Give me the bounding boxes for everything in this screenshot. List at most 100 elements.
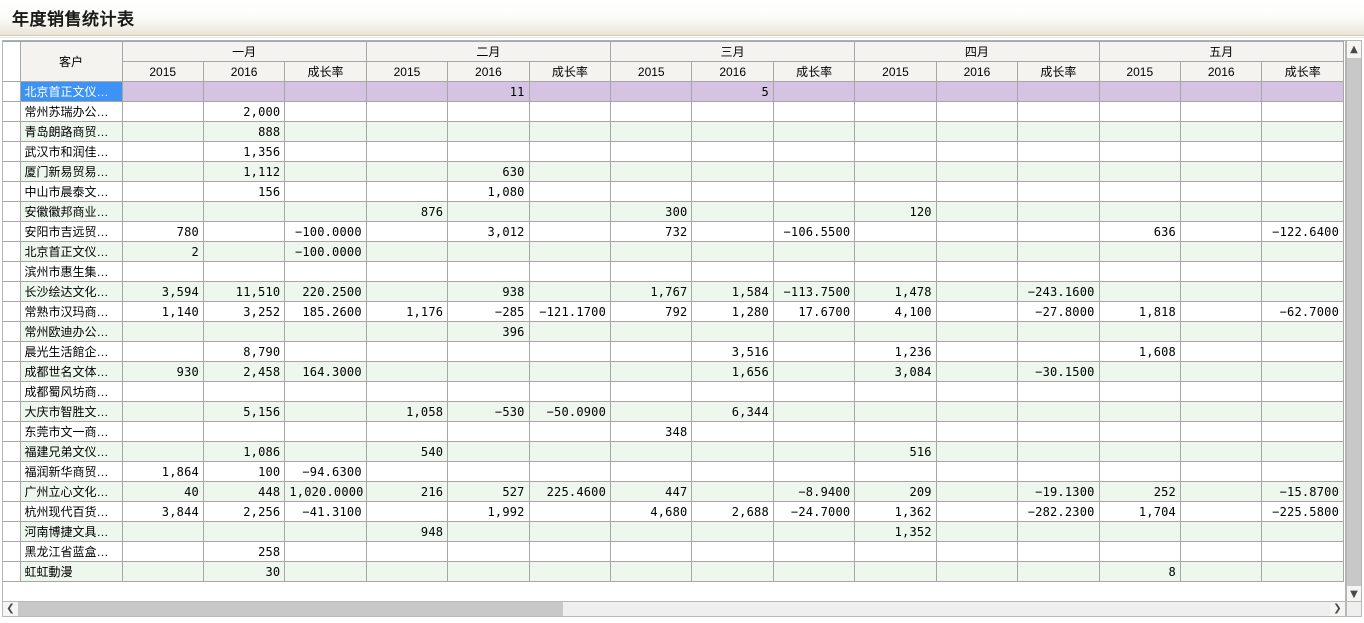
cell-m3-2015[interactable] [610,161,693,182]
cell-m1-growth[interactable] [284,141,367,162]
cell-customer[interactable]: 东莞市文一商… [20,421,123,442]
cell-m2-2015[interactable] [366,141,449,162]
cell-m2-2016[interactable] [447,441,530,462]
cell-m5-2016[interactable] [1180,501,1263,522]
cell-m3-2016[interactable] [691,541,774,562]
cell-m5-2016[interactable] [1180,241,1263,262]
vertical-scrollbar[interactable]: ▲ ▼ [1346,40,1362,604]
cell-m2-2015[interactable] [366,241,449,262]
cell-m3-growth[interactable] [773,321,856,342]
cell-m3-2015[interactable]: 1,767 [610,281,693,302]
cell-m2-growth[interactable] [529,341,612,362]
cell-m3-2016[interactable] [691,521,774,542]
row-indicator-cell[interactable] [3,121,21,142]
cell-m1-2016[interactable] [203,421,286,442]
cell-m3-2016[interactable]: 2,688 [691,501,774,522]
cell-m5-growth[interactable]: −62.7000 [1261,301,1344,322]
cell-m5-2015[interactable] [1099,381,1181,402]
cell-m2-2016[interactable] [447,461,530,482]
cell-m2-2016[interactable] [447,101,530,122]
table-row[interactable]: 虹虹動漫 30 8 [3,561,1344,582]
row-indicator-cell[interactable] [3,241,21,262]
cell-customer[interactable]: 黑龙江省蓝盒… [20,541,123,562]
cell-m3-2016[interactable] [691,161,774,182]
cell-m1-2015[interactable] [122,401,204,422]
column-group-header-month-1[interactable]: 一月 [122,41,367,62]
cell-m5-growth[interactable] [1261,141,1344,162]
cell-m4-growth[interactable] [1017,541,1100,562]
table-row[interactable]: 大庆市智胜文… 5,156 1,058 −530 −50.0900 6,344 [3,401,1344,422]
cell-m4-2016[interactable] [936,281,1019,302]
scroll-up-button[interactable]: ▲ [1347,41,1361,58]
cell-m5-2016[interactable] [1180,281,1263,302]
cell-m4-2016[interactable] [936,101,1019,122]
cell-m3-2016[interactable] [691,121,774,142]
cell-m1-2015[interactable]: 1,140 [122,301,204,322]
table-row[interactable]: 长沙绘达文化… 3,594 11,510 220.2500 938 1,767 1,584−… [3,281,1344,302]
cell-m1-2016[interactable]: 100 [203,461,286,482]
cell-customer[interactable]: 中山市晨泰文… [20,181,123,202]
cell-m4-2015[interactable] [854,81,937,102]
data-grid-viewport[interactable]: 客户 一月 二月 三月 四月 五月 2015 2016 成长率 2015 2016 成长率… [2,40,1346,604]
cell-m4-2016[interactable] [936,221,1019,242]
cell-m2-2016[interactable] [447,561,530,582]
cell-m3-growth[interactable] [773,141,856,162]
cell-m4-2016[interactable] [936,241,1019,262]
column-header-m2-growth[interactable]: 成长率 [529,61,612,82]
cell-m1-2016[interactable]: 2,256 [203,501,286,522]
cell-m2-2016[interactable] [447,261,530,282]
row-indicator-cell[interactable] [3,321,21,342]
cell-m4-growth[interactable]: −282.2300 [1017,501,1100,522]
cell-m2-2015[interactable] [366,361,449,382]
cell-m3-2015[interactable] [610,401,693,422]
cell-m4-growth[interactable]: −30.1500 [1017,361,1100,382]
cell-m1-growth[interactable] [284,401,367,422]
cell-m2-2016[interactable] [447,361,530,382]
cell-m5-growth[interactable] [1261,281,1344,302]
cell-m1-2015[interactable] [122,321,204,342]
cell-m2-2016[interactable] [447,121,530,142]
cell-m2-2016[interactable]: 11 [447,81,530,102]
cell-m4-2015[interactable] [854,561,937,582]
cell-m3-2016[interactable] [691,101,774,122]
cell-m1-2015[interactable] [122,561,204,582]
cell-m5-2016[interactable] [1180,161,1263,182]
column-header-m1-2016[interactable]: 2016 [203,61,286,82]
cell-m2-2016[interactable]: 1,992 [447,501,530,522]
cell-m4-growth[interactable] [1017,241,1100,262]
column-header-m2-2016[interactable]: 2016 [447,61,530,82]
cell-customer[interactable]: 晨光生活館企… [20,341,123,362]
cell-m5-2015[interactable] [1099,181,1181,202]
cell-m4-2015[interactable] [854,121,937,142]
cell-m1-growth[interactable]: 164.3000 [284,361,367,382]
cell-customer[interactable]: 福润新华商贸… [20,461,123,482]
cell-m1-2015[interactable] [122,121,204,142]
cell-m5-2016[interactable] [1180,361,1263,382]
cell-m1-2016[interactable]: 1,112 [203,161,286,182]
table-row[interactable]: 北京首正文仪… 2 −100.0000 [3,241,1344,262]
cell-m1-growth[interactable] [284,341,367,362]
cell-m3-growth[interactable] [773,101,856,122]
cell-m4-growth[interactable] [1017,101,1100,122]
cell-m3-2015[interactable]: 300 [610,201,693,222]
cell-m1-growth[interactable] [284,421,367,442]
cell-m5-2015[interactable] [1099,261,1181,282]
cell-m5-2016[interactable] [1180,421,1263,442]
cell-m5-2015[interactable] [1099,81,1181,102]
cell-m5-growth[interactable] [1261,181,1344,202]
cell-m2-growth[interactable]: 225.4600 [529,481,612,502]
cell-m5-2016[interactable] [1180,301,1263,322]
cell-m2-2016[interactable]: −285 [447,301,530,322]
cell-m4-growth[interactable] [1017,521,1100,542]
cell-m2-growth[interactable] [529,261,612,282]
row-indicator-cell[interactable] [3,461,21,482]
cell-m1-2015[interactable]: 3,594 [122,281,204,302]
cell-m5-growth[interactable] [1261,561,1344,582]
cell-m2-growth[interactable] [529,361,612,382]
cell-m2-2015[interactable] [366,101,449,122]
cell-m1-growth[interactable]: −41.3100 [284,501,367,522]
cell-m1-growth[interactable] [284,441,367,462]
cell-m5-2015[interactable] [1099,421,1181,442]
cell-m3-growth[interactable] [773,541,856,562]
cell-m3-2015[interactable] [610,241,693,262]
